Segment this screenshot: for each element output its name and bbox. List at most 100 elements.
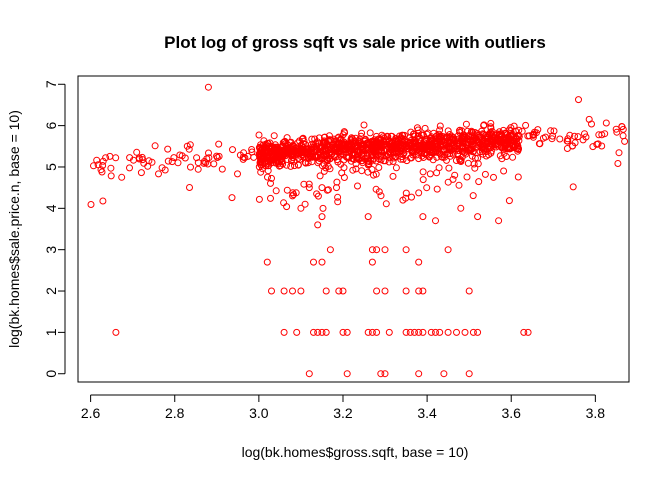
data-point bbox=[368, 246, 376, 254]
data-point bbox=[513, 132, 521, 140]
data-point bbox=[399, 139, 407, 147]
x-tick-label: 2.8 bbox=[165, 405, 185, 421]
data-point bbox=[593, 140, 601, 148]
data-point bbox=[164, 157, 172, 165]
data-point bbox=[343, 142, 351, 149]
data-point bbox=[411, 328, 418, 336]
x-axis-label: log(bk.homes$gross.sqft, base = 10) bbox=[242, 444, 469, 460]
data-point bbox=[364, 328, 372, 336]
data-point bbox=[470, 160, 478, 168]
data-point bbox=[130, 156, 137, 164]
data-point bbox=[421, 144, 429, 152]
data-point bbox=[218, 165, 226, 173]
data-point bbox=[402, 328, 410, 336]
data-point bbox=[133, 148, 141, 156]
data-point bbox=[267, 194, 274, 202]
data-point bbox=[407, 140, 415, 148]
data-point bbox=[339, 287, 347, 295]
data-point bbox=[326, 136, 334, 144]
x-tick-label: 3.6 bbox=[501, 405, 521, 421]
data-point bbox=[366, 129, 374, 137]
data-point bbox=[489, 137, 497, 145]
data-point bbox=[126, 164, 133, 172]
data-point bbox=[490, 173, 497, 181]
data-point bbox=[269, 151, 277, 159]
data-point bbox=[257, 161, 265, 169]
data-point bbox=[415, 370, 423, 378]
data-point bbox=[137, 169, 145, 177]
data-point bbox=[431, 147, 439, 155]
data-point bbox=[426, 134, 434, 142]
data-point bbox=[360, 150, 368, 158]
data-point bbox=[365, 160, 373, 168]
data-point bbox=[403, 157, 411, 165]
plot-frame bbox=[77, 75, 630, 383]
data-point bbox=[250, 153, 258, 161]
data-point bbox=[445, 164, 453, 172]
data-point bbox=[289, 189, 297, 197]
data-point bbox=[349, 166, 357, 174]
y-tick-label: 1 bbox=[43, 328, 59, 336]
data-point bbox=[530, 131, 538, 139]
data-point bbox=[202, 159, 210, 167]
data-point bbox=[440, 370, 448, 378]
data-point bbox=[464, 159, 472, 167]
data-point bbox=[385, 158, 393, 166]
data-point bbox=[93, 156, 101, 164]
data-point bbox=[507, 127, 515, 135]
data-point bbox=[383, 132, 391, 140]
data-point bbox=[267, 179, 274, 187]
data-point bbox=[520, 328, 528, 336]
data-point bbox=[436, 126, 444, 134]
data-point bbox=[305, 370, 313, 378]
data-point bbox=[480, 121, 488, 129]
data-point bbox=[467, 141, 475, 149]
data-point bbox=[402, 189, 410, 197]
data-point bbox=[287, 162, 295, 170]
data-point bbox=[300, 180, 308, 188]
data-point bbox=[310, 258, 317, 266]
data-point bbox=[335, 287, 343, 295]
data-point bbox=[505, 137, 513, 145]
data-point bbox=[343, 370, 351, 378]
data-point bbox=[512, 127, 520, 135]
data-point bbox=[389, 172, 397, 180]
y-tick-label: 6 bbox=[43, 122, 59, 130]
data-point bbox=[444, 328, 452, 336]
data-point bbox=[107, 164, 115, 172]
data-point bbox=[263, 151, 270, 159]
data-point bbox=[364, 161, 372, 169]
data-point bbox=[409, 147, 417, 155]
data-point bbox=[474, 131, 482, 139]
data-point bbox=[289, 287, 296, 295]
data-point bbox=[385, 328, 393, 336]
data-point bbox=[419, 287, 427, 295]
data-point bbox=[318, 258, 326, 266]
data-point bbox=[509, 153, 517, 161]
data-point bbox=[428, 149, 435, 157]
data-point bbox=[264, 162, 272, 170]
y-axis: 0 1 2 3 4 5 6 7 bbox=[43, 80, 66, 378]
data-point bbox=[308, 158, 316, 166]
data-point bbox=[574, 133, 582, 141]
data-point bbox=[297, 287, 305, 295]
data-point bbox=[351, 142, 359, 150]
data-point bbox=[457, 158, 465, 165]
data-point bbox=[496, 138, 504, 146]
data-point bbox=[280, 328, 288, 336]
data-point bbox=[426, 170, 434, 178]
data-point bbox=[442, 134, 450, 142]
data-point bbox=[344, 145, 352, 153]
data-point bbox=[283, 134, 291, 142]
data-point bbox=[258, 161, 265, 169]
data-point bbox=[107, 172, 115, 180]
data-point bbox=[514, 173, 522, 181]
data-point bbox=[228, 194, 236, 202]
data-point bbox=[420, 141, 428, 149]
data-point bbox=[322, 328, 330, 336]
data-point bbox=[324, 137, 332, 145]
data-point bbox=[279, 152, 287, 159]
data-point bbox=[318, 184, 326, 192]
data-point bbox=[469, 192, 477, 200]
data-point bbox=[446, 134, 453, 142]
